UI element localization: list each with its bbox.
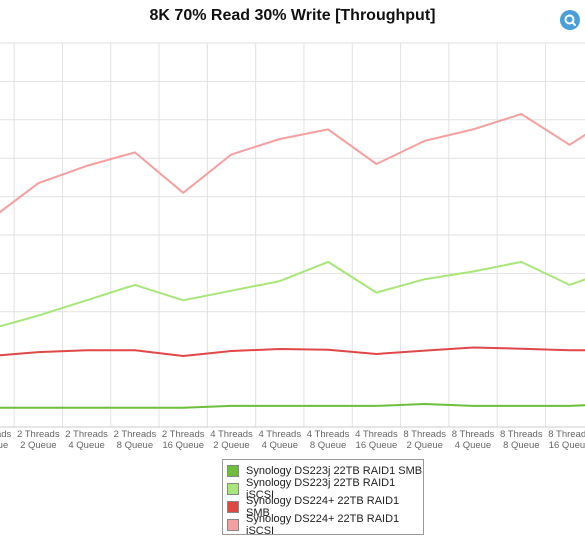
legend-label: Synology DS224+ 22TB RAID1 iSCSI — [246, 513, 400, 537]
legend-item-ds224-iscsi[interactable]: Synology DS224+ 22TB RAID1 iSCSI — [227, 513, 423, 537]
x-tick-label: 2 Queue — [213, 440, 249, 451]
grid-layer — [0, 42, 585, 428]
x-tick-label: 16 Queue — [549, 440, 585, 451]
x-tick-label: 2 Threads — [65, 429, 108, 440]
x-tick-label: 2 Queue — [406, 440, 442, 451]
legend-swatch — [227, 483, 239, 495]
x-tick-label: 8 Queue — [503, 440, 539, 451]
x-tick-label: 2 Threads — [17, 429, 60, 440]
x-tick-label: 2 Queue — [20, 440, 56, 451]
x-tick-label: 4 Threads — [355, 429, 398, 440]
x-tick-label: 4 Queue — [68, 440, 104, 451]
x-tick-label: 8 Threads — [403, 429, 446, 440]
legend-swatch — [227, 501, 239, 513]
series-line-0[interactable] — [0, 403, 585, 409]
legend-item-ds224-smb[interactable]: Synology DS224+ 22TB RAID1 SMB — [227, 495, 423, 519]
x-tick-label: 16 Queue — [356, 440, 398, 451]
series-layer — [0, 113, 585, 409]
x-tick-label: 4 Queue — [262, 440, 298, 451]
chart-title: 8K 70% Read 30% Write [Throughput] — [149, 7, 436, 24]
x-tick-label: 4 Threads — [258, 429, 301, 440]
series-line-1[interactable] — [0, 260, 585, 331]
x-tick-label: 4 Threads — [210, 429, 253, 440]
x-tick-label: 2 Threads — [0, 429, 12, 440]
x-tick-label: 8 Queue — [310, 440, 346, 451]
series-line-2[interactable] — [0, 346, 585, 358]
chart-menu-icon — [560, 10, 580, 30]
legend: Synology DS223j 22TB RAID1 SMB Synology … — [222, 459, 424, 537]
legend-item-ds223j-smb[interactable]: Synology DS223j 22TB RAID1 SMB — [227, 462, 423, 480]
legend-swatch — [227, 465, 239, 477]
x-tick-label: 8 Threads — [452, 429, 495, 440]
x-tick-label: 8 Threads — [500, 429, 543, 440]
x-tick-label: 8 Threads — [548, 429, 585, 440]
legend-item-ds223j-iscsi[interactable]: Synology DS223j 22TB RAID1 iSCSI — [227, 477, 423, 501]
x-tick-label: 8 Queue — [117, 440, 153, 451]
x-tick-label: 2 Threads — [162, 429, 205, 440]
legend-swatch — [227, 519, 239, 531]
chart-menu-button[interactable] — [559, 9, 581, 31]
x-tick-label: 4 Queue — [455, 440, 491, 451]
x-tick-label: 2 Threads — [114, 429, 157, 440]
series-line-3[interactable] — [0, 113, 585, 224]
legend-label: Synology DS224+ 22TB RAID1 SMB — [246, 495, 400, 519]
x-tick-label: 1 Queue — [0, 440, 8, 451]
legend-label: Synology DS223j 22TB RAID1 iSCSI — [246, 477, 396, 501]
legend-label: Synology DS223j 22TB RAID1 SMB — [246, 465, 423, 477]
x-tick-label: 4 Threads — [307, 429, 350, 440]
x-tick-label: 16 Queue — [162, 440, 204, 451]
